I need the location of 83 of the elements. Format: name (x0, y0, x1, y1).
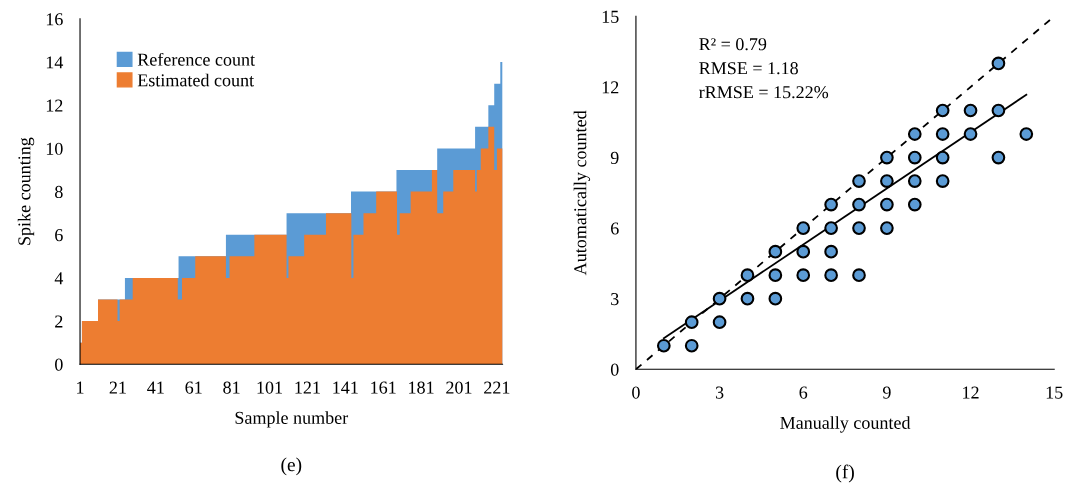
point (935, 174, 950, 188)
point (880, 150, 894, 165)
y-tick-label: 3 (611, 293, 619, 306)
x-tick-label: 81 (223, 381, 240, 394)
point (880, 174, 894, 188)
x-tick-label: 141 (333, 381, 358, 394)
x-tick-label: 15 (1046, 386, 1063, 399)
point (963, 103, 978, 118)
point (656, 338, 671, 353)
x-tick-label: 121 (295, 381, 320, 394)
y-tick-label: 8 (55, 185, 63, 199)
point (880, 221, 894, 235)
point (935, 127, 950, 141)
x-tick-label: 221 (484, 381, 510, 394)
legend-label: Reference count (137, 52, 255, 66)
text: (f) (836, 464, 854, 483)
y-tick-label: 6 (55, 229, 63, 242)
x-tick-label: 101 (257, 381, 282, 394)
annotation: R² = 0.79 (699, 38, 767, 51)
point (935, 150, 950, 165)
x-tick-label: 21 (109, 381, 126, 394)
y-tick-label: 0 (610, 363, 619, 376)
point (852, 197, 866, 212)
x-axis-title: Sample number (235, 411, 349, 428)
x-tick-label: 9 (882, 386, 891, 399)
point (768, 244, 783, 259)
y-axis-title: Spike counting (17, 137, 35, 245)
point (907, 150, 922, 165)
x-tick-label: 161 (371, 381, 396, 394)
point (824, 221, 838, 235)
point (768, 291, 783, 306)
point (991, 150, 1006, 165)
x-tick-label: 181 (409, 381, 434, 394)
y-tick-label: 2 (55, 315, 63, 328)
point (824, 268, 838, 283)
x-tick-label: 12 (963, 386, 979, 399)
y-tick-label: 4 (54, 272, 64, 285)
point (796, 221, 811, 235)
point (991, 56, 1006, 71)
point (740, 291, 755, 306)
point (768, 268, 783, 283)
y-tick-label: 16 (46, 13, 63, 26)
x-tick-label: 201 (446, 381, 472, 394)
y-tick-label: 9 (610, 151, 619, 164)
x-tick-label: 1 (77, 381, 84, 394)
point (852, 221, 866, 235)
point (852, 174, 866, 188)
y-tick-label: 12 (602, 81, 619, 94)
point (907, 127, 922, 141)
point (963, 127, 978, 141)
x-tick-label: 61 (185, 381, 202, 394)
point (991, 103, 1006, 118)
y-tick-label: 6 (611, 222, 619, 235)
y-tick-label: 15 (602, 10, 619, 23)
point (712, 291, 727, 306)
point (796, 268, 811, 283)
annotation: RMSE = 1.18 (699, 62, 798, 75)
y-tick-label: 0 (55, 358, 63, 371)
point (740, 268, 755, 283)
x-tick-label: 3 (715, 386, 724, 399)
legend-label: Estimated count (137, 73, 254, 87)
point (712, 315, 727, 330)
point (824, 197, 838, 212)
point (684, 338, 699, 353)
y-tick-label: 14 (46, 56, 64, 69)
y-tick-label: 10 (46, 142, 63, 155)
annotation: rRMSE = 15.22% (699, 86, 829, 99)
point (935, 103, 950, 118)
point (684, 315, 699, 330)
point (907, 197, 922, 212)
x-tick-label: 6 (799, 386, 808, 399)
point (796, 244, 811, 259)
y-tick-label: 12 (46, 99, 63, 112)
point (1019, 127, 1034, 141)
point (907, 174, 922, 188)
text: (e) (281, 457, 302, 476)
x-tick-label: 41 (147, 381, 164, 394)
point (824, 244, 838, 259)
point (880, 197, 894, 212)
x-axis-title: Manually counted (780, 416, 911, 433)
point (852, 268, 866, 283)
x-tick-label: 0 (632, 386, 640, 399)
y-axis-title: Automatically counted (573, 110, 591, 276)
